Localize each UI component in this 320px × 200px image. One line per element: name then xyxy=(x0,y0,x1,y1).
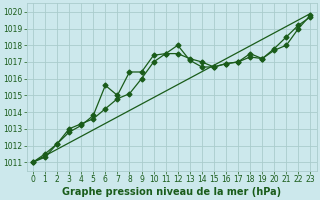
X-axis label: Graphe pression niveau de la mer (hPa): Graphe pression niveau de la mer (hPa) xyxy=(62,187,281,197)
